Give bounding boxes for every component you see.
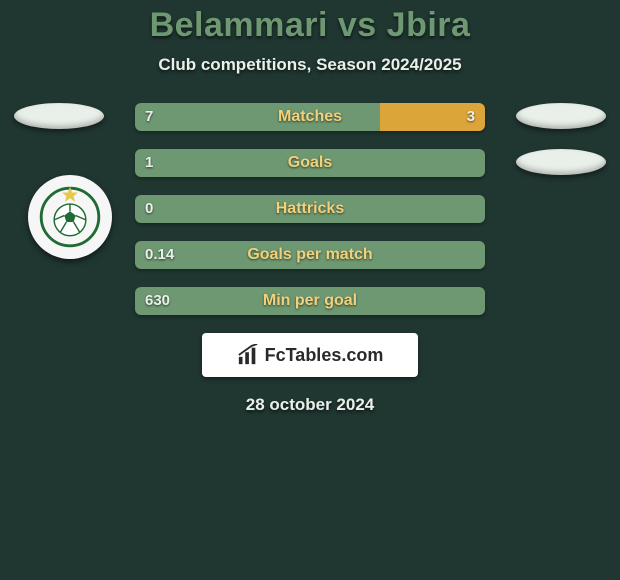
club-crest-icon [34,181,106,253]
comparison-card: Belammari vs Jbira Club competitions, Se… [0,0,620,580]
stat-row: 0.14Goals per match [135,241,485,269]
stat-label: Matches [135,103,485,131]
placeholder-badge-right [516,103,606,129]
stat-row: 1Goals [135,149,485,177]
stat-row: 0Hattricks [135,195,485,223]
crest-ball-icon [54,204,86,236]
branding-badge[interactable]: FcTables.com [202,333,418,377]
branding-text: FcTables.com [265,345,384,366]
club-logo-left [28,175,112,259]
snapshot-date: 28 october 2024 [0,395,620,415]
stat-row: 73Matches [135,103,485,131]
chart-icon [237,344,259,366]
page-title: Belammari vs Jbira [0,0,620,45]
placeholder-badge-left [14,103,104,129]
stat-label: Hattricks [135,195,485,223]
comparison-arena: 73Matches 1Goals 0Hattricks 0.14Goals per m… [0,103,620,415]
stat-label: Goals per match [135,241,485,269]
subtitle: Club competitions, Season 2024/2025 [0,55,620,75]
stat-row: 630Min per goal [135,287,485,315]
stat-label: Goals [135,149,485,177]
stat-label: Min per goal [135,287,485,315]
stat-bars: 73Matches 1Goals 0Hattricks 0.14Goals per m… [135,103,485,315]
placeholder-badge-right2 [516,149,606,175]
